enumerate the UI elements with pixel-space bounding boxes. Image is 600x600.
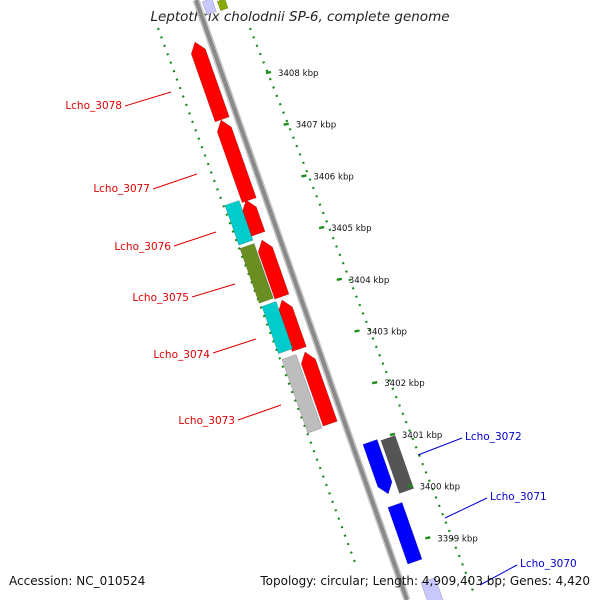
summary-text: Topology: circular; Length: 4,909,403 bp… <box>260 574 590 588</box>
gene-label-lcho-3074[interactable]: Lcho_3074 <box>153 349 210 361</box>
features <box>190 0 444 600</box>
scale-ticks: 3408 kbp 3407 kbp 3406 kbp 3405 kbp 3404 kbp… <box>265 69 478 544</box>
feature-lavender <box>420 577 444 600</box>
backbone <box>192 0 411 600</box>
gene-labels: Lcho_3078 Lcho_3077 Lcho_3076 Lcho_3075 Lcho… <box>65 91 577 586</box>
scale-tick-label: 3403 kbp <box>367 328 408 338</box>
scale-tick <box>425 536 431 540</box>
scale-tick <box>336 277 343 281</box>
scale-tick <box>407 484 413 488</box>
gene-label-leader <box>152 173 198 190</box>
gene-label-lcho-3076[interactable]: Lcho_3076 <box>114 241 171 253</box>
scale-tick-label: 3401 kbp <box>402 431 443 441</box>
scale-tick-label: 3402 kbp <box>384 379 425 389</box>
gene-label-lcho-3075[interactable]: Lcho_3075 <box>132 292 189 304</box>
gene-label-leader <box>124 91 172 107</box>
gene-label-leader <box>479 564 518 586</box>
gene-label-leader <box>191 283 236 298</box>
scale-tick-label: 3408 kbp <box>278 69 319 79</box>
gene-label-leader <box>444 497 488 519</box>
feature-red-1 <box>190 41 230 123</box>
gene-label-leader <box>417 437 463 456</box>
backbone-line <box>194 0 409 600</box>
feature-top-olive <box>216 0 229 12</box>
gene-label-lcho-3077[interactable]: Lcho_3077 <box>93 183 150 195</box>
scale-tick-label: 3406 kbp <box>313 172 354 182</box>
map-title: Leptothrix cholodnii SP-6, complete geno… <box>150 9 450 25</box>
scale-tick-label: 3399 kbp <box>437 534 478 544</box>
dotted-tracks <box>156 27 477 597</box>
gene-label-lcho-3073[interactable]: Lcho_3073 <box>178 415 235 427</box>
scale-tick <box>371 381 378 385</box>
gene-label-lcho-3070[interactable]: Lcho_3070 <box>520 558 577 570</box>
accession-text: Accession: NC_010524 <box>9 574 146 588</box>
feature-dark-gray <box>380 435 415 494</box>
feature-red-6 <box>300 351 338 427</box>
scale-tick <box>265 70 272 75</box>
scale-tick-label: 3407 kbp <box>296 121 337 131</box>
feature-top-lavender <box>201 0 217 16</box>
scale-tick <box>283 122 289 126</box>
gene-label-leader <box>237 404 282 421</box>
feature-cyan-1 <box>224 200 254 246</box>
scale-tick <box>389 432 396 437</box>
gene-label-lcho-3071[interactable]: Lcho_3071 <box>490 491 547 503</box>
gene-label-leader <box>173 231 217 247</box>
scale-tick-label: 3405 kbp <box>331 224 372 234</box>
feature-cyan-2 <box>261 301 294 355</box>
gene-label-lcho-3072[interactable]: Lcho_3072 <box>465 431 522 443</box>
feature-blue-2 <box>387 502 423 565</box>
feature-olive <box>239 243 274 304</box>
scale-tick <box>354 329 360 333</box>
feature-red-4 <box>257 239 290 300</box>
scale-tick <box>318 225 325 230</box>
scale-tick-label: 3404 kbp <box>349 276 390 286</box>
feature-red-2 <box>216 119 257 204</box>
scale-tick <box>301 174 307 178</box>
gene-label-lcho-3078[interactable]: Lcho_3078 <box>65 100 122 112</box>
feature-light-gray <box>281 354 323 434</box>
scale-tick-label: 3400 kbp <box>420 483 461 493</box>
feature-blue-1 <box>362 439 393 495</box>
gene-label-leader <box>212 338 257 354</box>
